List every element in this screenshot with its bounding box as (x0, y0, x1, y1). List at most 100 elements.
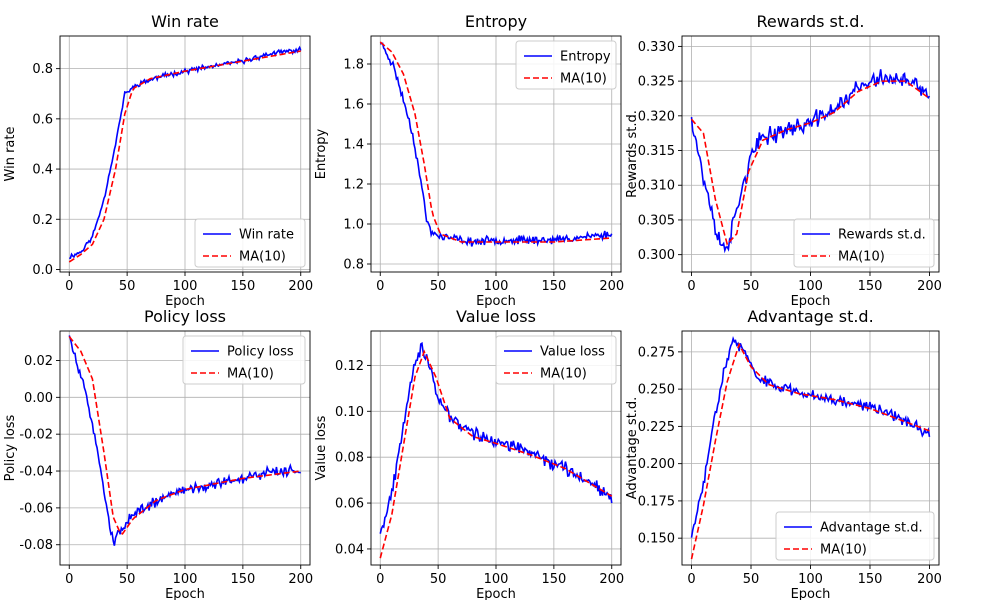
y-axis-label: Advantage st.d. (625, 397, 640, 500)
x-tick-label: 150 (858, 572, 883, 587)
subplot-2: 0 50 100 150 200 0.8 1.0 1.2 1.4 1.6 1.8 Entropy Epo… (314, 12, 624, 309)
legend-label: MA(10) (227, 367, 274, 382)
legend-label: Rewards st.d. (838, 228, 926, 243)
legend: Rewards st.d. MA(10) (793, 218, 935, 268)
y-tick-label: 0.12 (335, 359, 364, 374)
x-tick-label: 50 (430, 572, 447, 587)
legend: Win rate MA(10) (194, 218, 306, 268)
y-tick-label: 0.0 (32, 263, 53, 278)
x-axis-label: Epoch (791, 587, 831, 600)
x-tick-label: 200 (917, 572, 942, 587)
series-line-ma (68, 336, 301, 535)
chart-title: Win rate (151, 12, 219, 31)
legend-label: Advantage st.d. (820, 521, 923, 536)
y-tick-label: 0.06 (335, 497, 364, 512)
legend-label: MA(10) (820, 543, 867, 558)
subplot-3: 0 50 100 150 200 0.300 0.305 0.310 0.315 0.320 0.3… (625, 12, 942, 309)
y-tick-label: -0.02 (19, 428, 53, 443)
x-tick-label: 0 (65, 279, 73, 294)
legend: Entropy MA(10) (515, 40, 617, 90)
x-tick-label: 100 (173, 279, 198, 294)
x-axis-label: Epoch (476, 294, 516, 309)
legend-label: MA(10) (560, 72, 607, 87)
x-tick-label: 0 (376, 572, 384, 587)
y-tick-label: 0.320 (638, 109, 675, 124)
y-tick-label: 0.300 (638, 248, 675, 263)
series-line-ma (690, 80, 930, 246)
y-tick-label: 0.305 (638, 213, 675, 228)
x-tick-label: 50 (743, 279, 760, 294)
x-tick-label: 200 (599, 279, 624, 294)
y-tick-label: 0.00 (24, 391, 53, 406)
series-line-raw (69, 45, 302, 260)
y-axis-label: Win rate (3, 127, 18, 182)
y-tick-label: 0.225 (638, 420, 675, 435)
legend-box (515, 40, 617, 90)
legend: Advantage st.d. MA(10) (775, 511, 935, 561)
legend-label: Value loss (540, 345, 605, 360)
subplot-4: 0 50 100 150 200 -0.08 -0.06 -0.04 -0.02 0.00 0.02… (3, 307, 313, 600)
x-axis-label: Epoch (476, 587, 516, 600)
y-tick-label: 0.310 (638, 179, 675, 194)
x-tick-label: 50 (119, 572, 136, 587)
chart-title: Policy loss (144, 307, 226, 326)
y-tick-label: 1.2 (343, 178, 364, 193)
chart-title: Rewards st.d. (757, 12, 865, 31)
y-tick-label: 0.08 (335, 451, 364, 466)
y-tick-label: 1.8 (343, 58, 364, 73)
x-tick-label: 0 (376, 279, 384, 294)
x-tick-label: 150 (858, 279, 883, 294)
subplot-6: 0 50 100 150 200 0.150 0.175 0.200 0.225 0.250 0.2… (625, 307, 942, 600)
x-tick-label: 100 (173, 572, 198, 587)
legend-label: Win rate (239, 228, 294, 243)
y-tick-label: 0.275 (638, 345, 675, 360)
x-tick-label: 0 (687, 279, 695, 294)
series-line-raw (690, 69, 931, 254)
x-tick-label: 100 (798, 279, 823, 294)
series-line-raw (690, 336, 931, 538)
y-tick-label: 0.315 (638, 144, 675, 159)
series-line-ma (379, 41, 612, 243)
y-tick-label: 0.2 (32, 213, 53, 228)
x-tick-label: 150 (541, 279, 566, 294)
subplot-5: 0 50 100 150 200 0.04 0.06 0.08 0.10 0.12 Value lo… (314, 307, 624, 600)
legend-box (793, 218, 935, 268)
y-tick-label: 1.0 (343, 218, 364, 233)
x-tick-label: 100 (484, 279, 509, 294)
legend-label: MA(10) (838, 250, 885, 265)
x-axis-label: Epoch (165, 294, 205, 309)
x-tick-label: 50 (430, 279, 447, 294)
y-axis-label: Value loss (314, 415, 329, 480)
series-line-ma (379, 349, 613, 559)
x-tick-label: 200 (288, 279, 313, 294)
x-tick-label: 100 (798, 572, 823, 587)
x-tick-label: 150 (541, 572, 566, 587)
y-tick-label: 0.8 (343, 258, 364, 273)
y-tick-label: 0.4 (32, 163, 53, 178)
y-tick-label: 0.175 (638, 494, 675, 509)
y-tick-label: 0.200 (638, 457, 675, 472)
subplot-1: 0 50 100 150 200 0.0 0.2 0.4 0.6 0.8 Win rate Epoch… (3, 12, 313, 309)
legend-label: MA(10) (239, 250, 286, 265)
y-tick-label: -0.06 (19, 501, 53, 516)
y-tick-label: 1.6 (343, 98, 364, 113)
x-tick-label: 200 (917, 279, 942, 294)
legend-box (182, 335, 306, 385)
y-axis-label: Rewards st.d. (625, 110, 640, 198)
chart-title: Advantage st.d. (747, 307, 873, 326)
y-tick-label: 0.150 (638, 532, 675, 547)
x-tick-label: 0 (65, 572, 73, 587)
legend: Policy loss MA(10) (182, 335, 306, 385)
x-tick-label: 150 (230, 572, 255, 587)
legend-label: MA(10) (540, 367, 587, 382)
x-tick-label: 200 (599, 572, 624, 587)
x-tick-label: 0 (687, 572, 695, 587)
legend: Value loss MA(10) (495, 335, 617, 385)
y-tick-label: 0.325 (638, 75, 675, 90)
series-line-raw (380, 42, 613, 248)
legend-label: Entropy (560, 50, 611, 65)
legend-label: Policy loss (227, 345, 294, 360)
y-axis-label: Entropy (314, 128, 329, 179)
x-tick-label: 100 (484, 572, 509, 587)
